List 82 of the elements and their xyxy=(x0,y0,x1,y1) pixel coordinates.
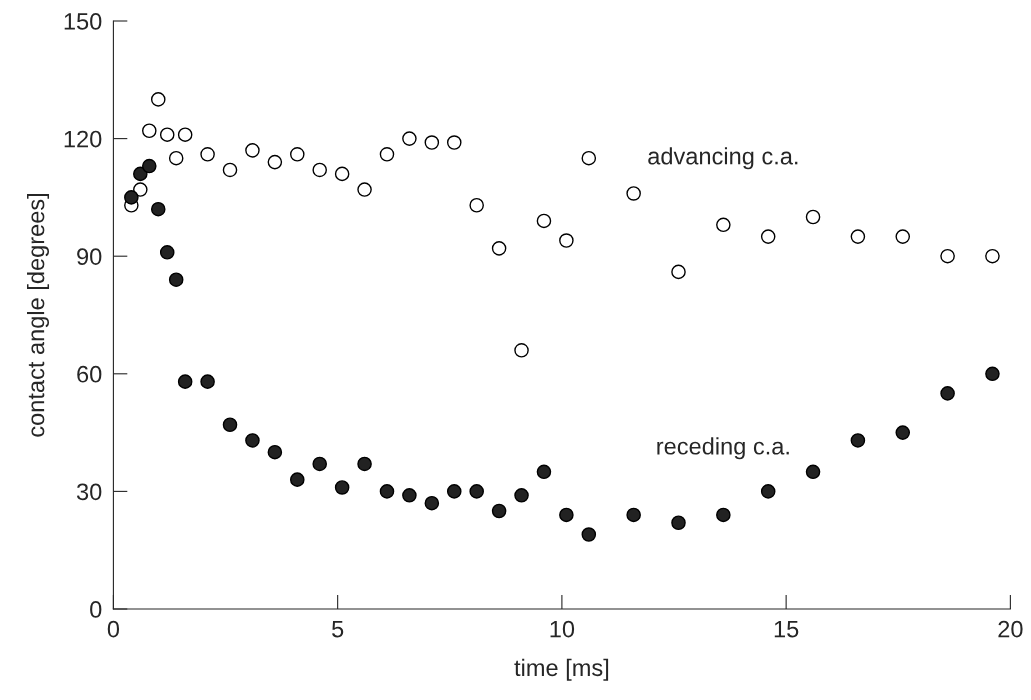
point xyxy=(985,248,1000,264)
point xyxy=(559,233,574,248)
point xyxy=(290,146,305,162)
point xyxy=(159,127,175,142)
point xyxy=(245,143,260,158)
point xyxy=(150,92,166,107)
y-tick-label: 60 xyxy=(77,365,102,383)
point xyxy=(357,182,372,197)
point xyxy=(626,186,641,201)
point xyxy=(168,272,184,288)
point xyxy=(267,444,283,460)
point xyxy=(716,507,731,523)
point xyxy=(357,456,372,472)
x-tick-label: 0 xyxy=(107,620,120,638)
y-tick-label: 90 xyxy=(77,248,102,265)
point xyxy=(514,342,529,358)
series-label: receding c.a. xyxy=(657,437,789,460)
point xyxy=(491,241,507,256)
point xyxy=(267,154,283,170)
point xyxy=(895,425,911,440)
point xyxy=(290,472,305,487)
point xyxy=(124,190,139,205)
point xyxy=(424,495,440,511)
point xyxy=(850,229,866,244)
point xyxy=(159,244,175,260)
point xyxy=(805,209,821,225)
x-tick-label: 10 xyxy=(550,620,575,638)
point xyxy=(200,146,215,162)
point xyxy=(581,150,597,166)
x-tick-label: 5 xyxy=(332,620,344,638)
point xyxy=(940,248,955,264)
point xyxy=(469,197,484,213)
point xyxy=(379,146,395,162)
y-tick-label: 150 xyxy=(64,13,102,30)
point xyxy=(222,162,238,178)
point xyxy=(491,503,507,519)
point xyxy=(334,166,350,182)
x-axis-title: time [ms] xyxy=(514,658,609,681)
point xyxy=(402,488,417,503)
point xyxy=(168,150,184,166)
point xyxy=(895,229,911,244)
point xyxy=(222,417,238,433)
y-tick-label: 0 xyxy=(90,601,102,618)
point xyxy=(850,433,866,448)
point xyxy=(559,507,574,523)
point xyxy=(245,433,260,448)
point xyxy=(626,507,641,523)
point xyxy=(536,213,552,229)
point xyxy=(469,484,484,499)
point xyxy=(514,488,529,503)
point xyxy=(760,229,776,244)
x-tick-label: 15 xyxy=(774,620,799,638)
point xyxy=(133,166,148,182)
point xyxy=(940,386,955,401)
point xyxy=(142,158,157,174)
point xyxy=(312,162,327,178)
point xyxy=(177,127,193,142)
point xyxy=(581,527,597,542)
point xyxy=(424,135,440,150)
point xyxy=(402,131,417,146)
point xyxy=(177,374,193,389)
point xyxy=(446,484,462,499)
point xyxy=(446,135,462,150)
point xyxy=(133,182,148,197)
y-tick-label: 120 xyxy=(64,130,102,148)
y-axis-title: contact angle [degrees] xyxy=(27,193,50,437)
x-tick-label: 20 xyxy=(998,620,1023,638)
series-label: advancing c.a. xyxy=(648,147,798,170)
point xyxy=(334,480,350,495)
point xyxy=(536,464,552,480)
point xyxy=(716,217,731,233)
point xyxy=(142,123,157,139)
y-tick-label: 30 xyxy=(76,483,102,501)
point xyxy=(200,374,215,389)
point xyxy=(805,464,821,480)
point xyxy=(312,456,327,472)
point xyxy=(671,264,686,280)
point xyxy=(150,201,166,217)
point xyxy=(985,366,1000,382)
point xyxy=(671,515,686,531)
point xyxy=(379,484,395,499)
point xyxy=(760,484,776,499)
